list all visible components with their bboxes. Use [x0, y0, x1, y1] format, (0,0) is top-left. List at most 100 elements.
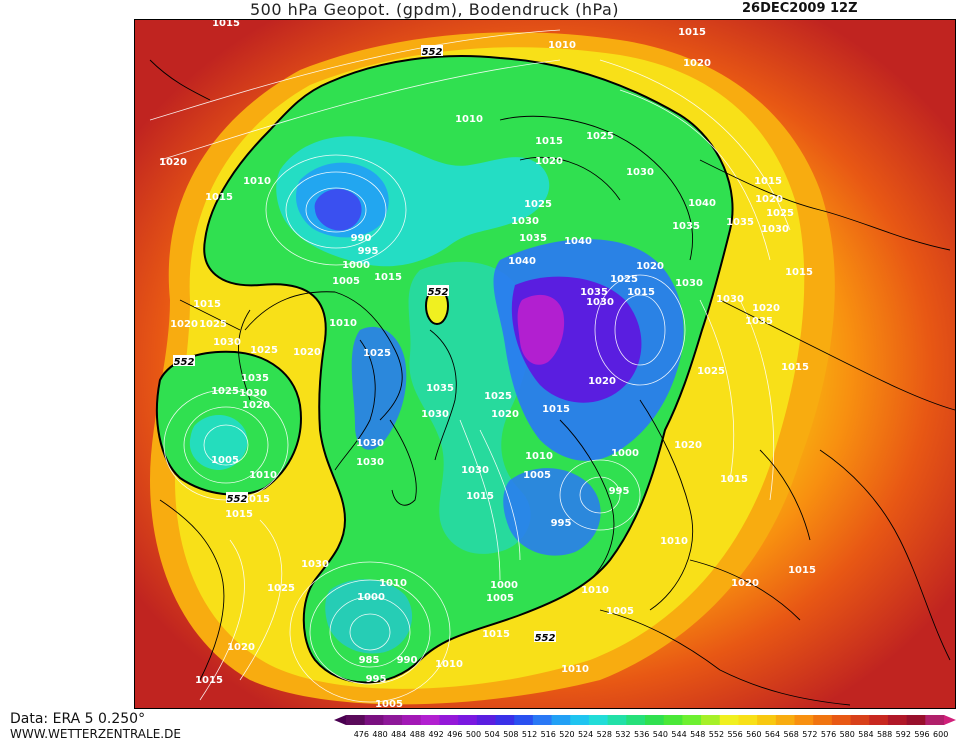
legend-tick-label: 520	[559, 730, 574, 739]
legend-tick-label: 552	[709, 730, 724, 739]
geopotential-label: 552	[174, 357, 195, 368]
isobar-label: 1025	[250, 345, 278, 356]
contour-band-teal-pacific	[189, 414, 248, 470]
isobar-label: 1015	[195, 675, 223, 686]
isobar-label: 1000	[357, 592, 385, 603]
isobar-label: 1020	[588, 376, 616, 387]
isobar-label: 995	[366, 674, 387, 685]
geopotential-label: 552	[422, 47, 443, 58]
isobar-label: 995	[358, 246, 379, 257]
geopotential-label: 552	[535, 633, 556, 644]
legend-swatch	[588, 715, 609, 725]
geopotential-label: 552	[227, 494, 248, 505]
legend-swatch	[719, 715, 739, 725]
coastlines	[149, 59, 956, 706]
isobar-label: 1035	[241, 373, 269, 384]
legend-tick-label: 500	[466, 730, 481, 739]
website-label: WWW.WETTERZENTRALE.DE	[10, 727, 181, 741]
isobar-label: 1020	[674, 440, 702, 451]
legend-tick-label: 576	[821, 730, 836, 739]
isobar-label: 1015	[212, 19, 240, 29]
contour-band-purple	[517, 294, 565, 365]
legend-arrow-right	[944, 715, 956, 725]
legend-swatch	[570, 715, 590, 725]
isobar-label: 1030	[461, 465, 489, 476]
isobar-label: 1020	[491, 409, 519, 420]
data-source-label: Data: ERA 5 0.250°	[10, 711, 146, 727]
legend-tick-label: 548	[690, 730, 705, 739]
legend-tick-label: 492	[428, 730, 443, 739]
contour-band-teal-central	[408, 261, 531, 554]
isobar-label: 1030	[421, 409, 449, 420]
geopotential-label-box	[427, 285, 449, 296]
legend-swatch	[495, 715, 515, 725]
isobar-label: 1040	[564, 236, 592, 247]
legend-swatch	[402, 715, 422, 725]
isobar-label: 1015	[205, 192, 233, 203]
isobar-label: 1015	[466, 491, 494, 502]
isobar-label: 1010	[455, 114, 483, 125]
isobar-label: 1015	[535, 136, 563, 147]
isobar-label: 995	[551, 518, 572, 529]
isobar-label: 1040	[508, 256, 536, 267]
isobar-label: 985	[359, 655, 380, 666]
legend-tick-label: 504	[485, 730, 500, 739]
isobar-label: 1010	[249, 470, 277, 481]
legend-swatch	[757, 715, 777, 725]
isobar-label: 995	[609, 486, 630, 497]
date-stamp: 26DEC2009 12Z	[742, 1, 858, 16]
legend-tick-label: 536	[634, 730, 649, 739]
legend-swatch	[701, 715, 721, 725]
legend-arrow-left	[334, 715, 346, 725]
legend-swatch	[869, 715, 889, 725]
isobar-label: 1020	[227, 642, 255, 653]
isobar-label: 1035	[672, 221, 700, 232]
legend-swatch	[626, 715, 646, 725]
isobar-label: 1005	[523, 470, 551, 481]
isobar-label: 1030	[586, 297, 614, 308]
isobar-label: 1015	[627, 287, 655, 298]
isobar-label: 1010	[379, 578, 407, 589]
legend-tick-label: 556	[727, 730, 742, 739]
isobar-label: 1005	[332, 276, 360, 287]
legend-tick-label: 516	[541, 730, 556, 739]
legend-swatch	[682, 715, 702, 725]
isobar-label: 1005	[375, 699, 403, 709]
isobar-label: 1020	[170, 319, 198, 330]
isobar-label: 1015	[482, 629, 510, 640]
isobar-label: 1025	[211, 386, 239, 397]
isobar-label: 1030	[761, 224, 789, 235]
isobar-label: 1020	[293, 347, 321, 358]
isobar-label: 1000	[611, 448, 639, 459]
isobar-label: 1030	[626, 167, 654, 178]
legend-tick-label: 592	[896, 730, 911, 739]
legend-swatch	[514, 715, 534, 725]
isobar-label: 1000	[342, 260, 370, 271]
isobar-label: 1015	[754, 176, 782, 187]
legend-tick-label: 568	[784, 730, 799, 739]
isobar-label: 1015	[242, 494, 270, 505]
isobar-label: 1015	[374, 272, 402, 283]
isobar-label: 1020	[752, 303, 780, 314]
legend-tick-label: 584	[858, 730, 873, 739]
geopotential-label-box	[173, 355, 195, 366]
isobar-label: 1035	[580, 287, 608, 298]
geopotential-label-box	[421, 45, 443, 56]
legend-swatch	[346, 715, 366, 725]
legend-tick-label: 512	[522, 730, 537, 739]
isobar-label: 1025	[484, 391, 512, 402]
isobar-label: 1010	[660, 536, 688, 547]
isobar-label: 1040	[688, 198, 716, 209]
legend-swatch	[607, 715, 627, 725]
legend-swatch	[925, 715, 945, 725]
isobar-label: 1015	[542, 404, 570, 415]
color-scale-legend: 476 480 484 488 492 496 500 504 508 512 516 520 524 5…	[334, 715, 956, 739]
legend-tick-label: 540	[653, 730, 668, 739]
isobar-label: 1025	[524, 199, 552, 210]
isobar-label: 1020	[242, 400, 270, 411]
isobar-label: 1025	[363, 348, 391, 359]
isobar-label: 1010	[561, 664, 589, 675]
geopotential-label: 552	[428, 287, 449, 298]
isobar-label: 1015	[785, 267, 813, 278]
